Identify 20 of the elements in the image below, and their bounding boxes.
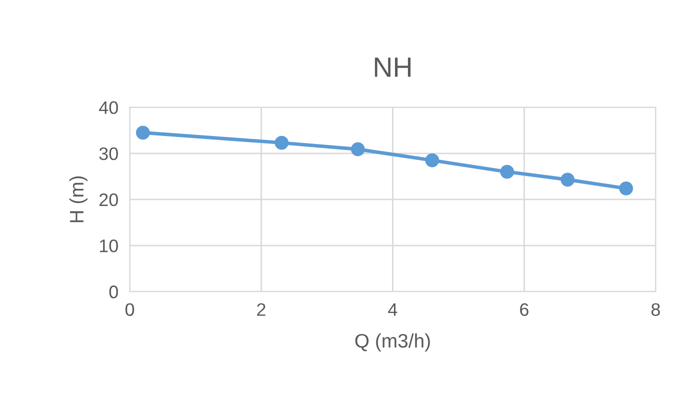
x-tick-label: 2: [257, 303, 266, 316]
x-tick-label: 6: [520, 303, 528, 316]
y-tick-label: 30: [99, 147, 118, 160]
x-tick-label: 4: [388, 303, 398, 316]
point: [425, 153, 440, 168]
point: [136, 126, 150, 140]
chart-title: NH: [374, 58, 411, 77]
y-tick-label: 20: [99, 193, 118, 206]
y-axis-title: H (m): [69, 176, 88, 222]
point: [350, 142, 365, 156]
point: [274, 136, 289, 150]
x-tick-label: 0: [125, 303, 134, 316]
y-tick-label: 10: [100, 239, 118, 252]
x-tick-label: 8: [651, 303, 660, 316]
y-tick-label: 0: [109, 286, 118, 298]
y-tick-label: 40: [98, 101, 118, 114]
x-axis-title: Q (m3/h): [355, 333, 430, 352]
point: [500, 164, 514, 179]
point: [619, 181, 634, 196]
point: [560, 172, 575, 187]
